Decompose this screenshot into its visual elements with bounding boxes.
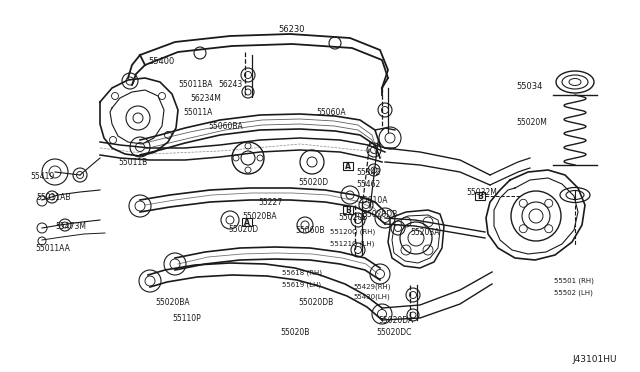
Text: 55020D: 55020D [298, 178, 328, 187]
Text: 55032M: 55032M [466, 188, 497, 197]
Text: 55060A: 55060A [316, 108, 346, 117]
Text: 55121Q (LH): 55121Q (LH) [330, 240, 374, 247]
Text: 55034: 55034 [516, 82, 542, 91]
Text: 55020DA: 55020DA [378, 316, 413, 325]
Text: 55502 (LH): 55502 (LH) [554, 290, 593, 296]
Text: 55011B: 55011B [118, 158, 147, 167]
Text: 55020D: 55020D [228, 225, 258, 234]
Text: 56230: 56230 [278, 25, 305, 34]
Text: 55020BA: 55020BA [155, 298, 189, 307]
Text: 55618 (RH): 55618 (RH) [282, 270, 322, 276]
Text: 55011A: 55011A [183, 108, 212, 117]
Text: 55430(LH): 55430(LH) [353, 294, 390, 301]
Text: B: B [345, 206, 351, 215]
Text: B: B [477, 192, 483, 201]
FancyBboxPatch shape [343, 206, 353, 214]
Text: J43101HU: J43101HU [572, 355, 616, 364]
Text: 55020M: 55020M [516, 118, 547, 127]
Text: 55060B: 55060B [295, 226, 324, 235]
Text: A: A [244, 218, 250, 227]
Text: 55011AA: 55011AA [35, 244, 70, 253]
Text: 55020B: 55020B [338, 213, 367, 222]
Text: 55501 (RH): 55501 (RH) [554, 278, 594, 285]
Text: 55419: 55419 [30, 172, 54, 181]
FancyBboxPatch shape [343, 161, 353, 170]
Text: 55462: 55462 [356, 180, 380, 189]
FancyBboxPatch shape [475, 192, 484, 201]
Text: 56234M: 56234M [190, 94, 221, 103]
Text: 55110P: 55110P [172, 314, 201, 323]
Text: 55011BA: 55011BA [178, 80, 212, 89]
Text: 55120Q (RH): 55120Q (RH) [330, 228, 375, 234]
Text: 55400: 55400 [148, 57, 174, 66]
Text: 55020B: 55020B [280, 328, 309, 337]
Text: 55429(RH): 55429(RH) [353, 283, 390, 289]
Text: 55011AB: 55011AB [36, 193, 70, 202]
Text: 55227: 55227 [258, 198, 282, 207]
Text: A: A [345, 162, 351, 171]
Text: 55020DC: 55020DC [376, 328, 412, 337]
Text: 56243: 56243 [218, 80, 243, 89]
Text: 55060BA: 55060BA [208, 122, 243, 131]
Text: 55203A: 55203A [410, 228, 440, 237]
Text: 55020BA: 55020BA [242, 212, 276, 221]
Text: 55020DB: 55020DB [362, 210, 397, 219]
Text: 55619 (LH): 55619 (LH) [282, 281, 321, 288]
Text: 55342: 55342 [356, 168, 380, 177]
Text: 55473M: 55473M [55, 222, 86, 231]
Text: 55020DB: 55020DB [298, 298, 333, 307]
FancyBboxPatch shape [242, 218, 252, 227]
Text: 55010A: 55010A [358, 196, 387, 205]
